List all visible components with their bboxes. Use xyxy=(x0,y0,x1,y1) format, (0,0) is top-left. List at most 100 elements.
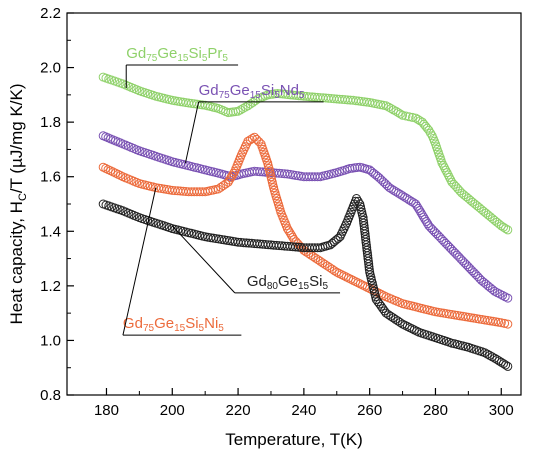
data-point xyxy=(503,319,513,329)
label-text: Ge xyxy=(157,45,177,62)
data-point xyxy=(308,252,318,262)
data-point xyxy=(391,187,401,197)
data-point xyxy=(388,313,398,323)
data-point xyxy=(395,189,405,199)
series-layer xyxy=(98,72,513,371)
x-tick-label: 200 xyxy=(160,402,185,419)
data-point xyxy=(391,314,400,324)
label-leader-line xyxy=(184,101,200,164)
annotation-ni: Gd75Ge15Si5Ni5 xyxy=(122,187,242,336)
data-point xyxy=(389,185,399,195)
data-point xyxy=(409,325,419,335)
data-point xyxy=(223,177,233,187)
data-point xyxy=(436,308,446,318)
data-point xyxy=(101,163,111,173)
data-point xyxy=(245,99,255,109)
data-point xyxy=(225,175,234,185)
data-point xyxy=(241,102,250,112)
data-point xyxy=(398,191,408,201)
label-subscript: 5 xyxy=(274,90,280,101)
data-point xyxy=(404,195,414,205)
y-tick-label: 1.4 xyxy=(40,223,61,240)
data-point xyxy=(373,297,383,307)
series-nd xyxy=(98,131,513,303)
data-point xyxy=(503,361,513,371)
y-tick-label: 2.0 xyxy=(40,60,61,77)
data-point xyxy=(391,106,401,116)
data-point xyxy=(320,259,330,269)
data-point xyxy=(250,96,260,106)
data-point xyxy=(419,212,429,222)
data-point xyxy=(311,253,321,263)
x-tick-label: 260 xyxy=(357,402,382,419)
data-point xyxy=(375,299,384,309)
data-point xyxy=(384,183,394,193)
data-point xyxy=(381,308,391,318)
data-point xyxy=(365,284,375,294)
data-point xyxy=(501,224,511,234)
data-point xyxy=(238,104,248,113)
data-point xyxy=(248,97,258,107)
label-subscript: 15 xyxy=(298,281,310,292)
data-point xyxy=(411,113,421,123)
label-subscript: 75 xyxy=(146,53,158,64)
label-subscript: 15 xyxy=(174,323,186,334)
data-point xyxy=(327,264,337,274)
label-subscript: 5 xyxy=(222,53,228,64)
data-point xyxy=(218,181,228,191)
data-point xyxy=(254,137,264,147)
data-point xyxy=(444,172,454,182)
data-point xyxy=(437,158,447,168)
series-label: Gd75Ge15Si5Ni5 xyxy=(123,315,224,334)
data-point xyxy=(286,230,296,240)
x-tick-label: 300 xyxy=(489,402,514,419)
data-point xyxy=(386,104,396,113)
data-point xyxy=(480,348,490,358)
data-point xyxy=(384,102,394,112)
data-point xyxy=(438,161,448,170)
data-point xyxy=(393,188,403,198)
data-point xyxy=(426,128,435,138)
label-text: Ge xyxy=(154,315,174,332)
series-label: Gd80Ge15Si5 xyxy=(247,273,329,292)
label-text: Gd xyxy=(123,315,143,332)
data-point xyxy=(482,349,492,359)
axis-tick-labels: 180 200 220 240 260 280 300 0.8 1.0 1.2 1.4 1.6 1.8 2… xyxy=(40,5,514,419)
label-text: Si xyxy=(261,82,274,99)
data-point xyxy=(393,316,403,326)
data-point xyxy=(496,318,506,328)
label-text: Pr xyxy=(207,45,222,62)
series-gd80 xyxy=(98,194,513,371)
data-point xyxy=(443,170,453,180)
data-point xyxy=(441,165,451,175)
data-point xyxy=(485,350,495,360)
x-tick-label: 180 xyxy=(94,402,119,419)
data-point xyxy=(376,301,386,311)
data-point xyxy=(488,285,497,294)
data-point xyxy=(355,279,365,289)
x-tick-label: 240 xyxy=(291,402,316,419)
data-point xyxy=(313,255,323,265)
data-point xyxy=(318,258,328,268)
series-pr xyxy=(98,72,513,235)
data-point xyxy=(492,355,502,364)
data-point xyxy=(411,199,421,209)
y-axis-title: Heat capacity, HC/T (µJ/mg K/K) xyxy=(7,83,29,324)
data-point xyxy=(315,256,325,266)
data-point xyxy=(213,184,223,194)
label-leader-line xyxy=(122,187,157,336)
label-text: Ge xyxy=(278,273,298,290)
data-point xyxy=(446,175,456,185)
y-axis-title-suffix: /T (µJ/mg K/K) xyxy=(7,83,26,193)
label-subscript: 75 xyxy=(219,90,231,101)
data-point xyxy=(404,112,414,122)
data-point xyxy=(421,217,431,226)
label-text: Ni xyxy=(204,315,218,332)
data-point xyxy=(503,293,513,303)
data-point xyxy=(322,261,332,271)
x-axis-title: Temperature, T(K) xyxy=(225,430,363,449)
data-point xyxy=(490,286,500,296)
label-text: Si xyxy=(188,45,201,62)
data-point xyxy=(389,105,398,115)
label-subscript: 5 xyxy=(322,281,328,292)
